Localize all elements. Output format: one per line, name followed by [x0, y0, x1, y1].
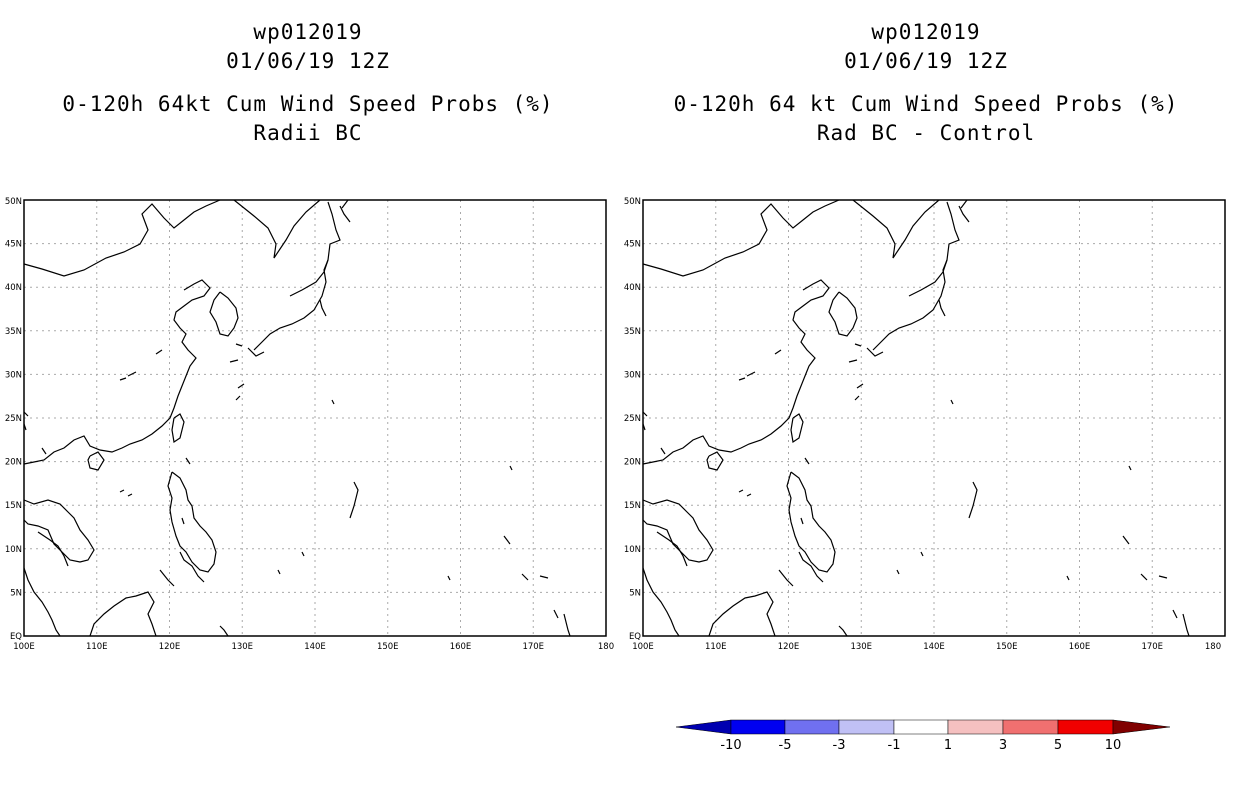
lon-label: 120E	[159, 642, 181, 652]
colorbar-seg-3	[838, 719, 895, 735]
colorbar-label: -3	[833, 738, 846, 753]
colorbar-seg-7	[1057, 719, 1114, 735]
lat-label: 10N	[5, 545, 22, 555]
lat-label: 45N	[624, 240, 641, 250]
lon-label: 160E	[1069, 642, 1091, 652]
left-map-frame	[23, 199, 607, 637]
colorbar-seg-6	[1002, 719, 1059, 735]
lon-label: 100E	[632, 642, 654, 652]
right-map-panel: EQ 5N 10N 15N 20N 25N 30N 35N 40N 45N 50…	[624, 197, 1226, 652]
left-lat-labels: EQ 5N 10N 15N 20N 25N 30N 35N 40N 45N 50…	[5, 197, 22, 642]
colorbar-seg-8	[1112, 719, 1171, 735]
colorbar-labels: -10 -5 -3 -1 1 3 5 10	[720, 738, 1121, 753]
right-storm-id: wp012019	[871, 20, 981, 44]
lat-label: 25N	[624, 414, 641, 424]
lat-label: 20N	[5, 458, 22, 468]
right-gridlines	[643, 200, 1225, 636]
lat-label: 45N	[5, 240, 22, 250]
lat-label: 15N	[5, 501, 22, 511]
lon-label: 140E	[923, 642, 945, 652]
colorbar-label: -5	[779, 738, 792, 753]
lon-label: 180	[1205, 642, 1221, 652]
lon-label: 170E	[522, 642, 544, 652]
right-lat-labels: EQ 5N 10N 15N 20N 25N 30N 35N 40N 45N 50…	[624, 197, 641, 642]
colorbar-label: 5	[1054, 738, 1062, 753]
lon-label: 110E	[86, 642, 108, 652]
lon-label: 150E	[377, 642, 399, 652]
left-gridlines	[24, 200, 606, 636]
lon-label: 130E	[231, 642, 253, 652]
colorbar-label: 1	[944, 738, 952, 753]
lat-label: 35N	[5, 327, 22, 337]
right-panel-title: wp012019 01/06/19 12Z 0-120h 64 kt Cum W…	[618, 18, 1234, 148]
lat-label: 5N	[10, 588, 22, 598]
lat-label: 15N	[624, 501, 641, 511]
colorbar-seg-5	[947, 719, 1004, 735]
lon-label: 110E	[705, 642, 727, 652]
lat-label: 30N	[624, 370, 641, 380]
lat-label: 20N	[624, 458, 641, 468]
left-map-panel: EQ 5N 10N 15N 20N 25N 30N 35N 40N 45N 50…	[5, 197, 614, 652]
lat-label: 5N	[629, 588, 641, 598]
lon-label: 180	[598, 642, 614, 652]
colorbar-seg-1	[730, 719, 786, 735]
lon-label: 120E	[778, 642, 800, 652]
right-subtitle: Rad BC - Control	[816, 121, 1036, 145]
colorbar-label: 10	[1105, 738, 1122, 753]
left-storm-id: wp012019	[253, 20, 363, 44]
lat-label: 25N	[5, 414, 22, 424]
colorbar-seg-2	[784, 719, 840, 735]
lat-label: 10N	[624, 545, 641, 555]
colorbar-label: -10	[720, 738, 741, 753]
colorbar-seg-4	[893, 719, 949, 735]
lat-label: 30N	[5, 370, 22, 380]
left-product-title: 0-120h 64kt Cum Wind Speed Probs (%)	[62, 92, 554, 116]
lat-label: 35N	[624, 327, 641, 337]
right-map-frame	[642, 199, 1226, 637]
left-panel-title: wp012019 01/06/19 12Z 0-120h 64kt Cum Wi…	[0, 18, 616, 148]
colorbar-seg-0	[675, 719, 732, 735]
left-datetime: 01/06/19 12Z	[226, 49, 390, 73]
lat-label: 50N	[5, 197, 22, 207]
lon-label: 100E	[13, 642, 35, 652]
left-lon-labels: 100E 110E 120E 130E 140E 150E 160E 170E …	[13, 642, 614, 652]
right-product-title: 0-120h 64 kt Cum Wind Speed Probs (%)	[673, 92, 1179, 116]
lat-label: EQ	[10, 632, 22, 642]
lat-label: 50N	[624, 197, 641, 207]
lat-label: 40N	[5, 283, 22, 293]
lon-label: 130E	[850, 642, 872, 652]
lon-label: 150E	[996, 642, 1018, 652]
lon-label: 160E	[450, 642, 472, 652]
colorbar-label: -1	[888, 738, 901, 753]
left-subtitle: Radii BC	[253, 121, 363, 145]
colorbar-label: 3	[999, 738, 1007, 753]
lat-label: EQ	[629, 632, 641, 642]
right-datetime: 01/06/19 12Z	[844, 49, 1008, 73]
lon-label: 140E	[304, 642, 326, 652]
right-lon-labels: 100E 110E 120E 130E 140E 150E 160E 170E …	[632, 642, 1221, 652]
lat-label: 40N	[624, 283, 641, 293]
colorbar: -10 -5 -3 -1 1 3 5 10	[675, 719, 1171, 753]
lon-label: 170E	[1141, 642, 1163, 652]
